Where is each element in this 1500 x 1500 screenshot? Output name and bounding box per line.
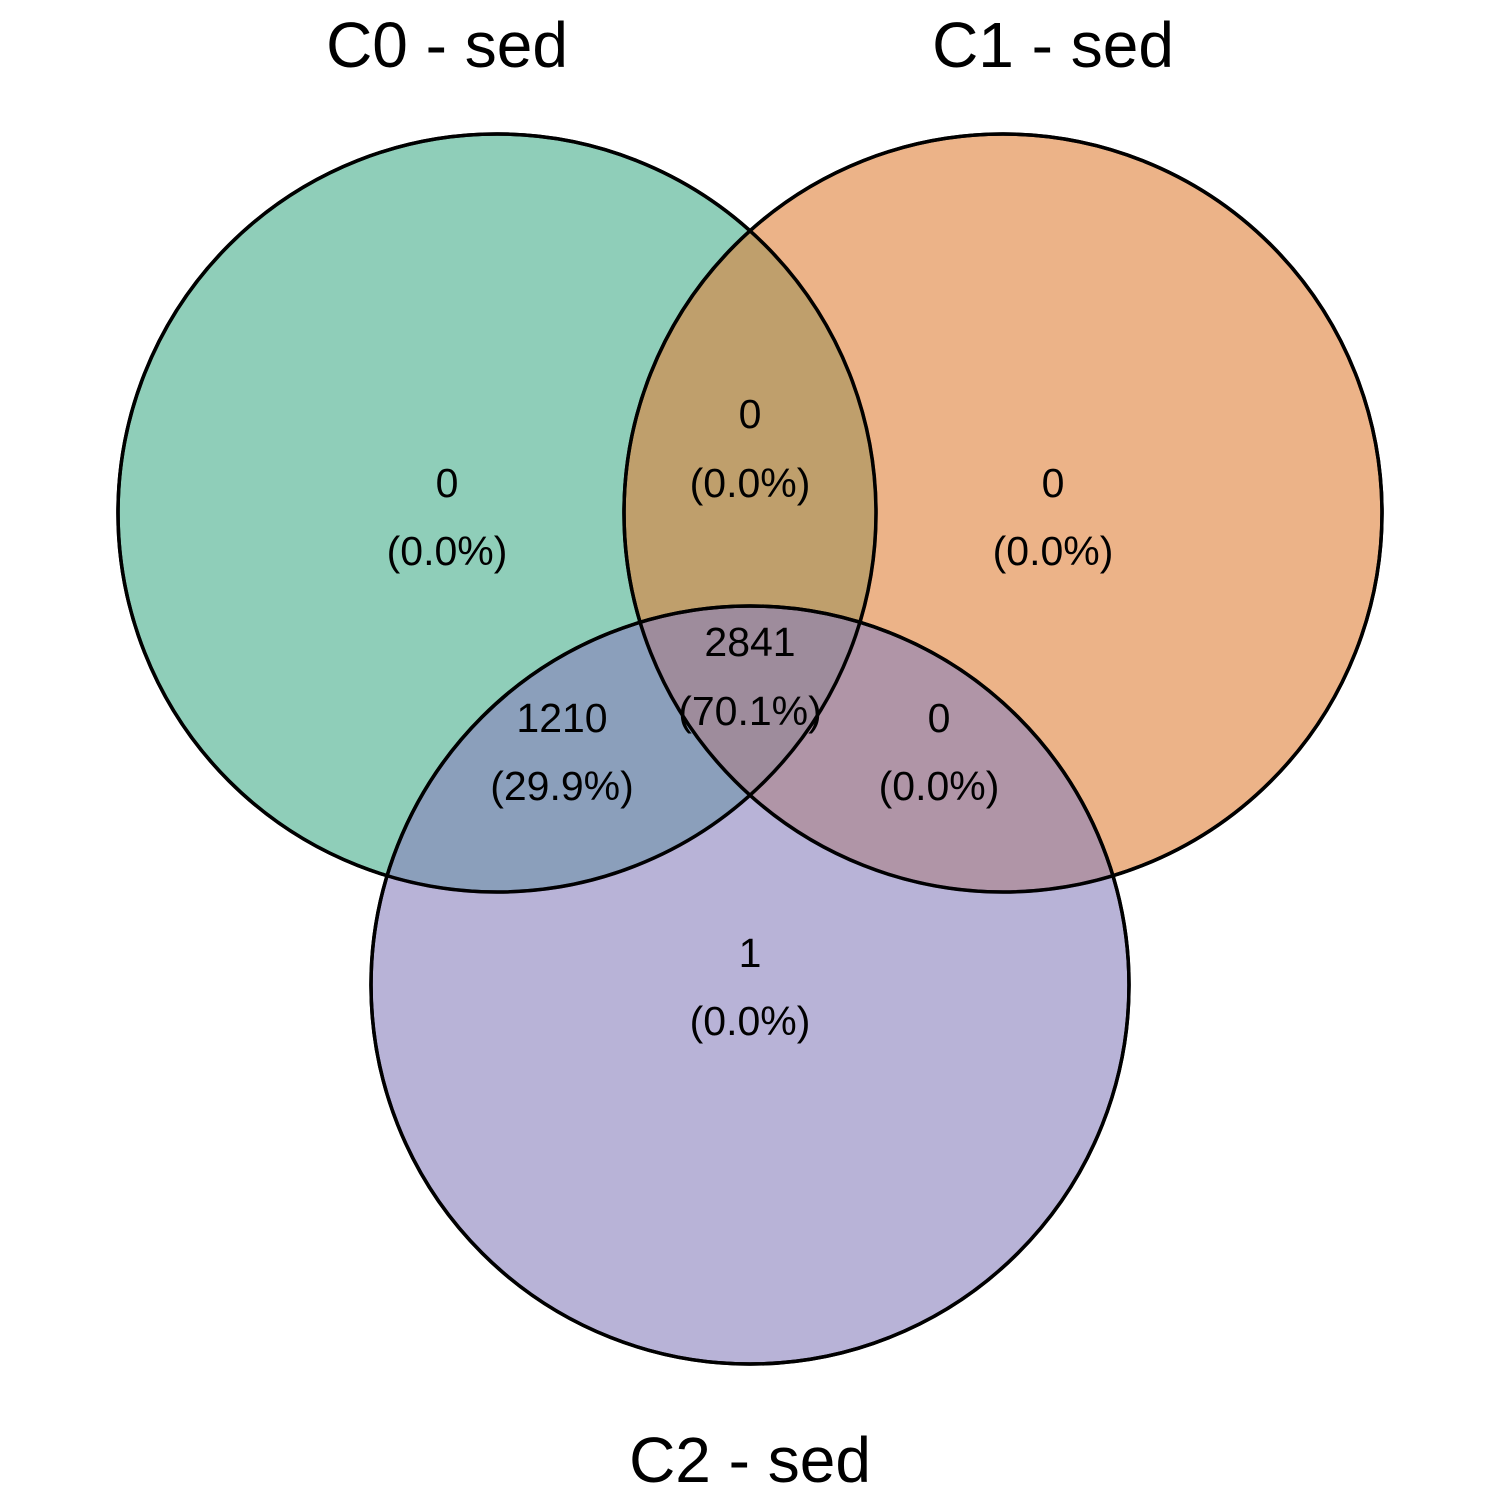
region-c1-c2-percent: (0.0%) — [879, 763, 1000, 809]
outline-c0 — [116, 132, 878, 894]
region-c0-c1-c2-percent: (70.1%) — [678, 688, 822, 734]
outline-c2 — [369, 604, 1131, 1366]
region-c0-only-percent: (0.0%) — [387, 528, 508, 574]
region-c0-c2-percent: (29.9%) — [490, 763, 634, 809]
set-label-c0: C0 - sed — [326, 9, 568, 81]
set-labels: C0 - sed C1 - sed C2 - sed — [326, 9, 1174, 1496]
outline-c1 — [622, 132, 1384, 894]
region-c1-c2-count: 0 — [928, 695, 951, 741]
region-c0-c2-count: 1210 — [516, 695, 607, 741]
region-c0-c1-percent: (0.0%) — [690, 460, 811, 506]
set-circles — [116, 132, 1384, 1366]
region-c1-only-percent: (0.0%) — [993, 528, 1114, 574]
region-c2-only-count: 1 — [739, 930, 762, 976]
region-c2-only-percent: (0.0%) — [690, 998, 811, 1044]
region-c1-only-count: 0 — [1042, 460, 1065, 506]
set-outlines — [116, 132, 1384, 1366]
region-c0-only-count: 0 — [436, 460, 459, 506]
set-label-c2: C2 - sed — [629, 1424, 871, 1496]
region-labels: 0 (0.0%) 0 (0.0%) 0 (0.0%) 2841 (70.1%) … — [387, 391, 1114, 1044]
region-c0-c1-c2-count: 2841 — [704, 619, 795, 665]
set-label-c1: C1 - sed — [932, 9, 1174, 81]
region-c0-c1-count: 0 — [739, 391, 762, 437]
